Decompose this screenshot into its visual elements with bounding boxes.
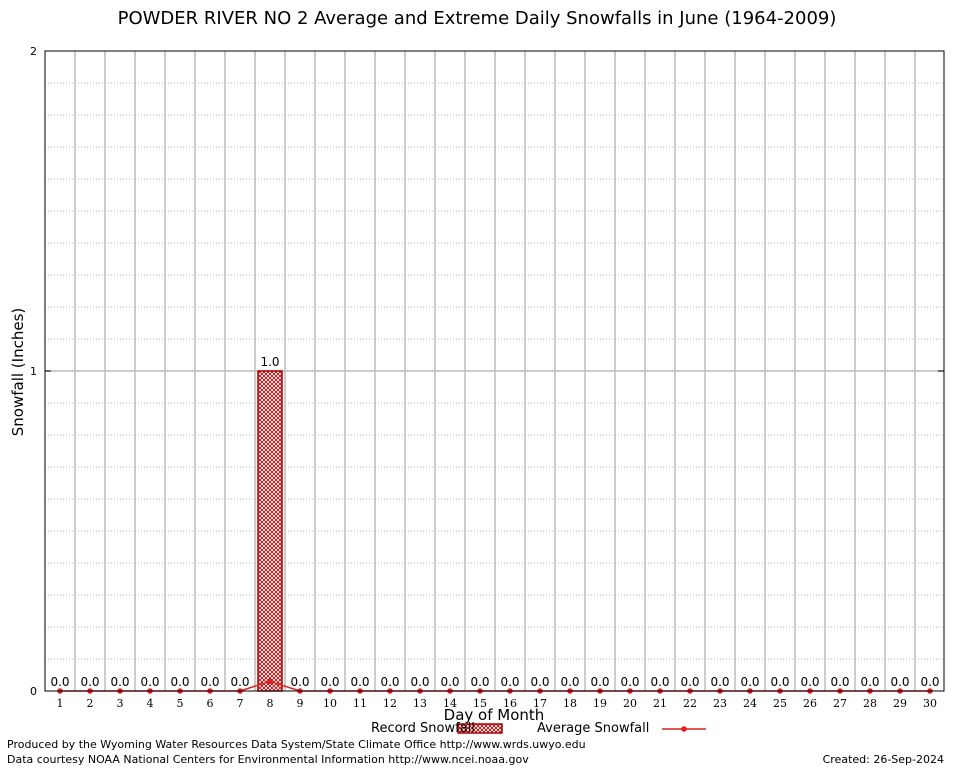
x-tick-label: 30 [923,697,937,710]
y-axis-label: Snowfall (Inches) [9,307,27,437]
x-tick-label: 23 [713,697,727,710]
x-tick-label: 4 [147,697,154,710]
footer-courtesy: Data courtesy NOAA National Centers for … [7,753,529,766]
bar-value-label: 0.0 [740,675,759,689]
x-tick-label: 16 [503,697,517,710]
x-tick-label: 3 [117,697,124,710]
legend-average-label: Average Snowfall [537,721,650,736]
x-tick-label: 2 [87,697,94,710]
x-tick-label: 21 [653,697,667,710]
x-tick-label: 18 [563,697,577,710]
x-tick-label: 20 [623,697,637,710]
bar-value-label: 0.0 [320,675,339,689]
bar-value-label: 0.0 [290,675,309,689]
x-tick-label: 19 [593,697,607,710]
x-tick-label: 26 [803,697,817,710]
bar-value-label: 0.0 [410,675,429,689]
bar-value-label: 0.0 [800,675,819,689]
x-tick-label: 9 [297,697,304,710]
bar-value-label: 0.0 [200,675,219,689]
x-tick-label: 8 [267,697,274,710]
bar-value-label: 0.0 [170,675,189,689]
bar-value-label: 1.0 [260,355,279,369]
footer-created: Created: 26-Sep-2024 [822,753,944,766]
x-tick-label: 5 [177,697,184,710]
x-tick-label: 15 [473,697,487,710]
x-tick-label: 10 [323,697,337,710]
bar-value-label: 0.0 [530,675,549,689]
bar-value-label: 0.0 [500,675,519,689]
x-tick-label: 12 [383,697,397,710]
bar-value-label: 0.0 [560,675,579,689]
record-bar [257,370,283,692]
x-tick-label: 28 [863,697,877,710]
bar-value-label: 0.0 [140,675,159,689]
y-tick-label: 2 [30,45,37,58]
x-tick-label: 1 [57,697,64,710]
x-axis-label: Day of Month [443,706,545,724]
y-tick-label: 0 [30,685,37,698]
x-tick-label: 7 [237,697,244,710]
legend-average-swatch-point [681,726,687,732]
bar-value-label: 0.0 [830,675,849,689]
bar-value-label: 0.0 [770,675,789,689]
bar-value-label: 0.0 [50,675,69,689]
bar-value-label: 0.0 [380,675,399,689]
x-tick-label: 11 [353,697,367,710]
legend-record-swatch [457,723,503,734]
bar-value-label: 0.0 [230,675,249,689]
bar-value-label: 0.0 [110,675,129,689]
x-tick-label: 13 [413,697,427,710]
bar-value-label: 0.0 [650,675,669,689]
legend-record-label: Record Snowfall [371,721,475,736]
x-tick-label: 24 [743,697,757,710]
x-tick-label: 25 [773,697,787,710]
x-tick-label: 6 [207,697,214,710]
chart-title: POWDER RIVER NO 2 Average and Extreme Da… [117,8,837,29]
bar-value-label: 0.0 [350,675,369,689]
footer-produced-by: Produced by the Wyoming Water Resources … [7,738,586,751]
bar-value-label: 0.0 [860,675,879,689]
bar-value-label: 0.0 [590,675,609,689]
x-tick-label: 17 [533,697,547,710]
bar-value-label: 0.0 [890,675,909,689]
bar-value-label: 0.0 [710,675,729,689]
bar-value-label: 0.0 [920,675,939,689]
x-tick-label: 22 [683,697,697,710]
bar-value-label: 0.0 [680,675,699,689]
average-point [267,678,273,685]
bar-value-label: 0.0 [440,675,459,689]
y-tick-label: 1 [30,365,37,378]
bar-value-label: 0.0 [470,675,489,689]
bar-value-label: 0.0 [80,675,99,689]
x-tick-label: 27 [833,697,847,710]
x-tick-label: 29 [893,697,907,710]
bar-value-label: 0.0 [620,675,639,689]
x-tick-label: 14 [443,697,457,710]
